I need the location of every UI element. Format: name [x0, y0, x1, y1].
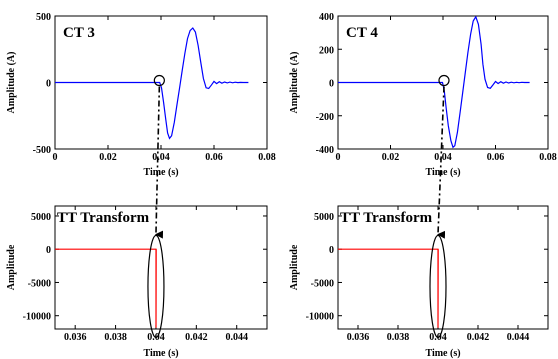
series-line	[338, 248, 439, 328]
x-tick-label: 0.04	[152, 152, 170, 163]
x-tick-label: 0.02	[382, 152, 400, 163]
x-tick-label: 0.04	[434, 152, 452, 163]
x-tick-label: 0.036	[64, 332, 87, 343]
y-tick-label: -400	[316, 145, 334, 156]
panel-title: CT 3	[63, 25, 95, 41]
y-tick-label: 5000	[31, 212, 51, 223]
x-tick-label: 0.042	[185, 332, 208, 343]
y-axis-label: Amplitude (A)	[289, 52, 300, 114]
highlight-circle	[438, 74, 450, 87]
y-tick-label: -500	[33, 145, 51, 156]
y-tick-label: -5000	[311, 278, 334, 289]
y-tick-label: 0	[329, 245, 334, 256]
chart-panel-4: 0.036 0.038 0.04 0.042 0.04450000-5000-10000…	[289, 205, 549, 359]
series-line	[55, 248, 157, 328]
x-tick-label: 0.044	[225, 332, 248, 343]
highlight-circle	[153, 74, 165, 87]
y-tick-label: -10000	[23, 312, 51, 323]
x-tick-label: 0.038	[104, 332, 127, 343]
x-tick-label: 0.036	[347, 332, 370, 343]
panel-title: TT Transform	[57, 210, 150, 226]
x-tick-label: 0.038	[387, 332, 410, 343]
x-tick-label: 0.06	[205, 152, 223, 163]
y-tick-label: 0	[46, 245, 51, 256]
series-line	[55, 27, 249, 140]
series-line	[338, 16, 530, 149]
x-tick-label: 0.08	[258, 152, 276, 163]
panel-title: TT Transform	[340, 210, 433, 226]
y-tick-label: -5000	[28, 278, 51, 289]
x-tick-label: 0.044	[507, 332, 530, 343]
chart-panel-2: 0 0.02 0.04 0.06 0.08 400 200 0 -200 -400 CT 4 Time…	[289, 12, 557, 178]
x-tick-label: 0.08	[539, 152, 557, 163]
y-tick-label: -200	[316, 112, 334, 123]
x-tick-label: 0.042	[467, 332, 490, 343]
chart-panel-3: 0.036 0.038 0.04 0.042 0.04450000-5000-10000…	[6, 205, 268, 359]
x-axis-label: Time (s)	[143, 167, 178, 178]
x-axis-label: Time (s)	[143, 348, 178, 359]
y-tick-label: 0	[329, 79, 334, 90]
x-axis-label: Time (s)	[425, 167, 460, 178]
x-tick-label: 0.06	[487, 152, 505, 163]
x-tick-label: 0	[53, 152, 58, 163]
y-tick-label: -10000	[306, 312, 334, 323]
y-tick-label: 400	[319, 12, 334, 23]
dashed-connector-arrow	[437, 86, 446, 239]
y-tick-label: 200	[319, 45, 334, 56]
y-tick-label: 0	[46, 79, 51, 90]
x-axis-label: Time (s)	[425, 348, 460, 359]
x-tick-label: 0	[336, 152, 341, 163]
y-axis-label: Amplitude	[289, 244, 300, 290]
y-tick-label: 500	[36, 12, 51, 23]
x-tick-label: 0.02	[99, 152, 117, 163]
plot-area-frame	[54, 205, 268, 330]
y-axis-label: Amplitude (A)	[6, 52, 17, 114]
dashed-connector-arrow	[154, 86, 164, 239]
y-axis-label: Amplitude	[6, 244, 17, 290]
panel-title: CT 4	[346, 25, 378, 41]
y-tick-label: 5000	[314, 212, 334, 223]
